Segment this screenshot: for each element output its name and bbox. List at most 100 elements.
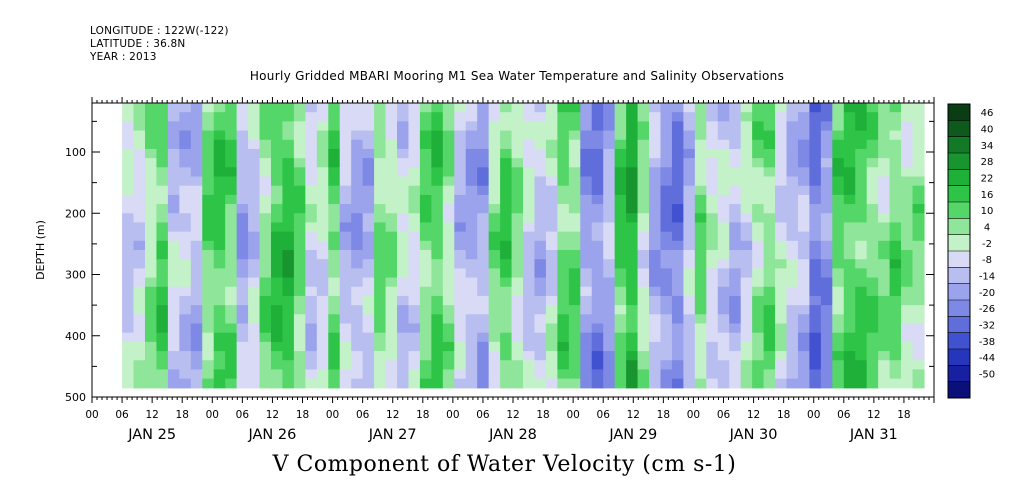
heatmap-cell	[179, 295, 192, 306]
heatmap-cell	[820, 103, 833, 113]
heatmap-cell	[820, 277, 833, 288]
heatmap-cell	[683, 332, 696, 343]
heatmap-cell	[500, 250, 513, 260]
heatmap-cell	[912, 213, 925, 224]
heatmap-cell	[545, 103, 558, 113]
heatmap-cell	[213, 222, 226, 233]
heatmap-cell	[408, 103, 421, 113]
heatmap-cell	[752, 213, 765, 224]
heatmap-cell	[190, 250, 203, 260]
heatmap-cell	[614, 148, 627, 159]
heatmap-cell	[523, 341, 536, 352]
heatmap-cell	[843, 176, 856, 187]
heatmap-cell	[683, 378, 696, 389]
heatmap-cell	[706, 240, 719, 251]
heatmap-cell	[889, 360, 902, 371]
axes: 00 06 12 18 00 06 12 18 00 06 12 18 00 06 12 18 00 06 12 18…	[65, 97, 935, 443]
heatmap-cell	[763, 351, 776, 361]
heatmap-cell	[465, 240, 478, 251]
heatmap-cell	[454, 176, 467, 187]
heatmap-cell	[832, 323, 845, 334]
heatmap-cell	[362, 268, 375, 279]
heatmap-cell	[156, 277, 169, 288]
x-day-label: JAN 31	[849, 427, 898, 443]
heatmap-cell	[694, 194, 707, 205]
heatmap-cell	[797, 231, 811, 242]
heatmap-cell	[144, 167, 158, 178]
heatmap-cell	[408, 213, 421, 224]
heatmap-cell	[500, 103, 513, 113]
heatmap-cell	[820, 250, 833, 260]
heatmap-cell	[305, 103, 318, 113]
heatmap-cell	[213, 378, 226, 389]
heatmap-cell	[477, 268, 490, 279]
heatmap-cell	[649, 222, 662, 233]
heatmap-cell	[167, 295, 180, 306]
heatmap-cell	[236, 194, 249, 205]
heatmap-cell	[866, 314, 879, 325]
heatmap-cell	[397, 341, 410, 352]
heatmap-cell	[763, 112, 776, 122]
heatmap-cell	[683, 323, 696, 334]
heatmap-cell	[523, 139, 536, 150]
heatmap-cell	[122, 130, 135, 141]
heatmap-cell	[832, 139, 845, 150]
heatmap-cell	[763, 286, 776, 297]
heatmap-cell	[557, 130, 570, 141]
heatmap-cell	[202, 139, 215, 150]
heatmap-cell	[236, 213, 249, 224]
heatmap-cell	[179, 268, 192, 279]
heatmap-cell	[717, 323, 730, 334]
heatmap-cell	[591, 378, 604, 389]
heatmap-cell	[843, 231, 856, 242]
heatmap-cell	[797, 240, 811, 251]
heatmap-cell	[626, 139, 639, 150]
heatmap-cell	[236, 139, 249, 150]
variable-label: V Component of Water Velocity (cm s-1)	[272, 452, 737, 477]
heatmap-cell	[362, 185, 375, 196]
heatmap-cell	[419, 332, 432, 343]
heatmap-cell	[671, 332, 685, 343]
heatmap-cell	[156, 369, 169, 380]
heatmap-cell	[442, 286, 455, 297]
heatmap-cell	[293, 112, 306, 122]
heatmap-cell	[729, 295, 742, 306]
heatmap-cell	[385, 213, 398, 224]
heatmap-cell	[511, 103, 524, 113]
heatmap-cell	[144, 222, 158, 233]
heatmap-cell	[568, 360, 581, 371]
heatmap-cell	[156, 167, 169, 178]
heatmap-cell	[488, 130, 501, 141]
heatmap-cell	[797, 268, 811, 279]
colorbar-label: -32	[979, 321, 995, 332]
heatmap-cell	[454, 231, 467, 242]
heatmap-cell	[545, 121, 558, 132]
heatmap-cell	[855, 323, 868, 334]
heatmap-cell	[694, 277, 707, 288]
heatmap-cell	[465, 351, 478, 361]
heatmap-cell	[832, 103, 845, 113]
heatmap-cell	[591, 305, 604, 315]
heatmap-cell	[293, 314, 306, 325]
heatmap-cell	[202, 360, 215, 371]
heatmap-cell	[717, 351, 730, 361]
heatmap-cell	[316, 167, 329, 178]
heatmap-cell	[752, 139, 765, 150]
heatmap-cell	[339, 341, 352, 352]
heatmap-cell	[889, 148, 902, 159]
heatmap-cell	[832, 222, 845, 233]
heatmap-cell	[282, 204, 295, 214]
heatmap-cell	[855, 139, 868, 150]
heatmap-cell	[374, 351, 387, 361]
heatmap-cell	[316, 314, 329, 325]
heatmap-cell	[809, 286, 822, 297]
heatmap-cell	[500, 148, 513, 159]
heatmap-cell	[225, 351, 238, 361]
heatmap-cell	[122, 121, 135, 132]
heatmap-cell	[545, 112, 558, 122]
heatmap-cell	[362, 378, 375, 389]
heatmap-cell	[431, 305, 444, 315]
heatmap-cell	[706, 305, 719, 315]
heatmap-cell	[763, 222, 776, 233]
heatmap-cell	[213, 268, 226, 279]
